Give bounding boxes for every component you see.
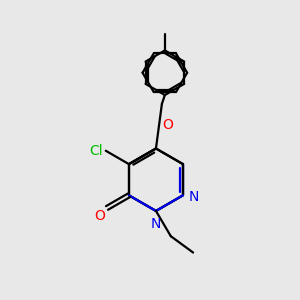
Text: O: O: [95, 209, 106, 224]
Text: Cl: Cl: [90, 144, 104, 158]
Text: N: N: [188, 190, 199, 204]
Text: N: N: [151, 218, 161, 232]
Text: O: O: [163, 118, 173, 132]
